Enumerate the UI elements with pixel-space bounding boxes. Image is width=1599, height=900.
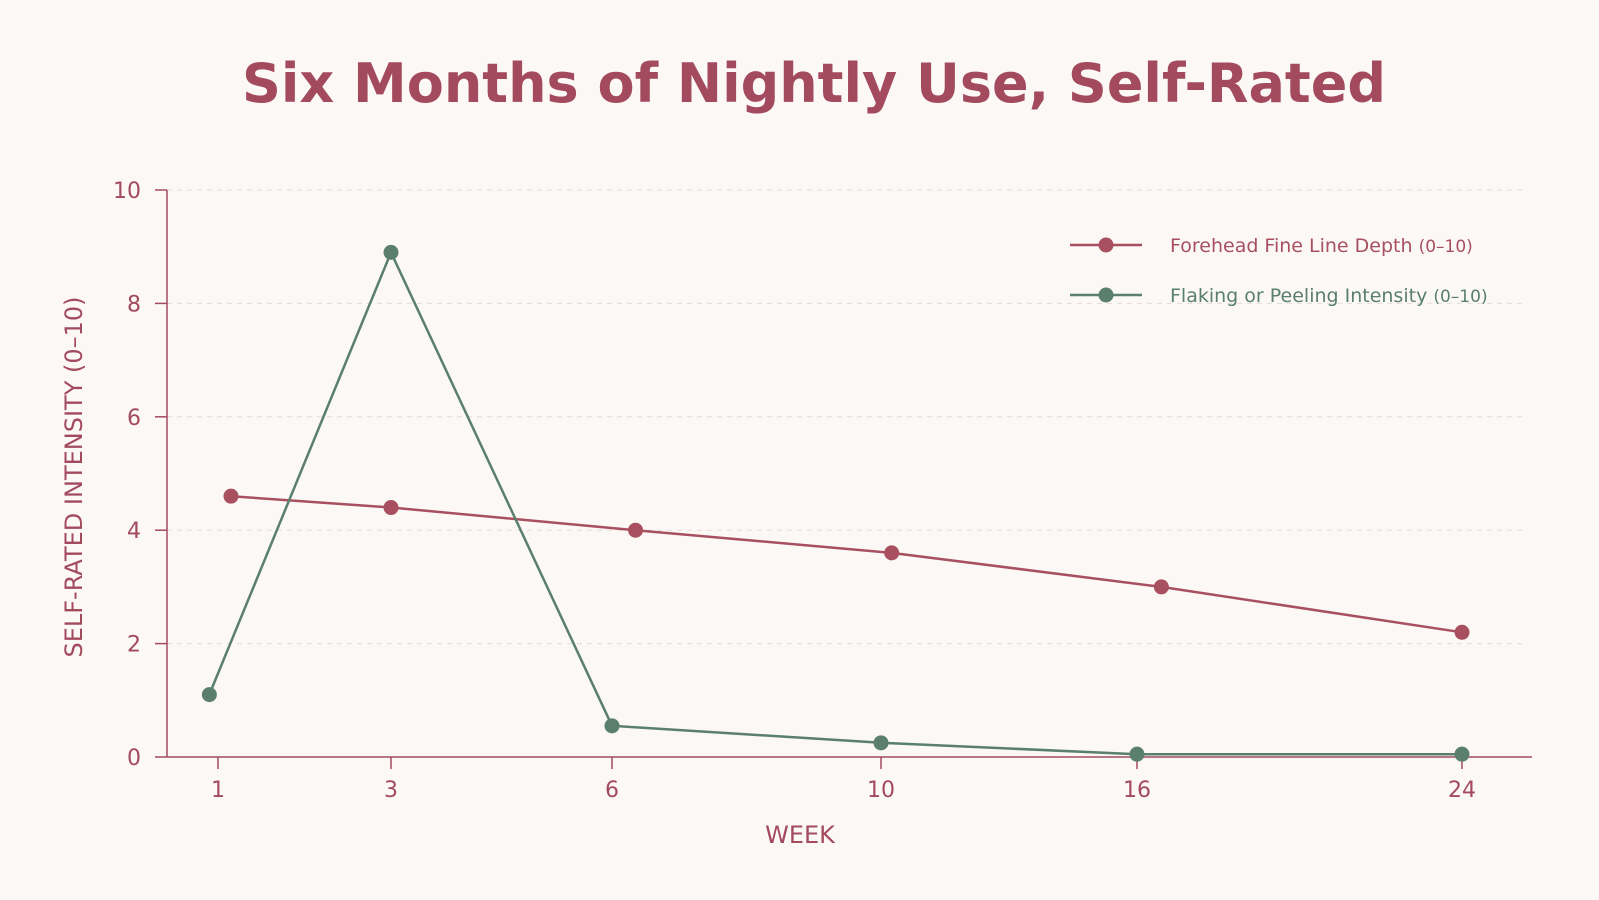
x-tick-label: 3 <box>384 778 398 803</box>
data-point <box>1454 624 1470 640</box>
data-point <box>604 718 620 734</box>
y-axis-label: SELF-RATED INTENSITY (0–10) <box>60 296 88 657</box>
x-axis-ticks: 1 3 6 10 16 24 <box>211 757 1476 803</box>
x-tick-label: 1 <box>211 778 225 803</box>
legend-swatch-marker <box>1098 237 1114 253</box>
legend-item: Flaking or Peeling Intensity (0–10) <box>1070 285 1488 307</box>
data-point <box>1454 746 1470 762</box>
data-point <box>201 687 217 703</box>
legend-item: Forehead Fine Line Depth (0–10) <box>1070 235 1473 257</box>
y-tick-label: 10 <box>113 179 141 204</box>
data-point <box>873 735 889 751</box>
axes <box>166 190 1532 758</box>
data-point <box>383 244 399 260</box>
series-points <box>201 244 1470 762</box>
y-tick-label: 4 <box>127 519 141 544</box>
x-tick-label: 6 <box>605 778 619 803</box>
data-point <box>1129 746 1145 762</box>
y-tick-label: 6 <box>127 406 141 431</box>
series-line-1 <box>230 494 1463 634</box>
x-axis-label: WEEK <box>765 821 836 849</box>
x-tick-label: 24 <box>1448 778 1476 803</box>
x-tick-label: 16 <box>1123 778 1151 803</box>
legend: Forehead Fine Line Depth (0–10) Flaking o… <box>1070 235 1488 307</box>
series-lines <box>208 251 1463 756</box>
data-point <box>383 500 399 516</box>
legend-label: Forehead Fine Line Depth (0–10) <box>1170 235 1473 257</box>
y-axis-ticks: 0 2 4 6 8 10 <box>113 179 167 771</box>
data-point <box>884 545 900 561</box>
grid-lines <box>167 189 1522 645</box>
legend-swatch-marker <box>1098 287 1114 303</box>
y-tick-label: 8 <box>127 292 141 317</box>
y-tick-label: 2 <box>127 633 141 658</box>
data-point <box>223 488 239 504</box>
x-tick-label: 10 <box>867 778 895 803</box>
chart-title: Six Months of Nightly Use, Self-Rated <box>242 52 1386 115</box>
legend-label: Flaking or Peeling Intensity (0–10) <box>1170 285 1488 307</box>
data-point <box>628 522 644 538</box>
data-point <box>1153 579 1169 595</box>
y-tick-label: 0 <box>127 746 141 771</box>
series-line-2 <box>208 251 1462 756</box>
